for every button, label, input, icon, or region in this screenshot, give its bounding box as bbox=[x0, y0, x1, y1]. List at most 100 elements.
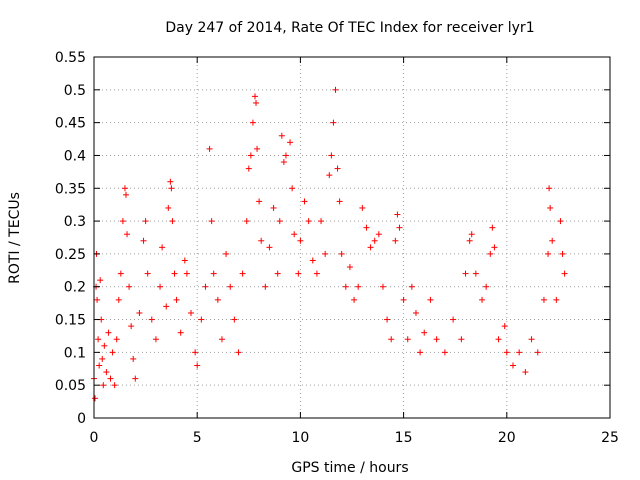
data-point bbox=[427, 296, 434, 303]
data-point bbox=[256, 198, 263, 205]
data-point bbox=[206, 145, 213, 152]
data-point bbox=[545, 250, 552, 257]
x-axis-label: GPS time / hours bbox=[291, 460, 408, 476]
points-layer bbox=[91, 86, 568, 402]
data-point bbox=[270, 204, 277, 211]
data-point bbox=[408, 283, 415, 290]
chart-title: Day 247 of 2014, Rate Of TEC Index for r… bbox=[165, 20, 534, 36]
data-point bbox=[479, 296, 486, 303]
data-point bbox=[276, 218, 283, 225]
data-point bbox=[177, 329, 184, 336]
data-point bbox=[214, 296, 221, 303]
data-point bbox=[334, 165, 341, 172]
data-point bbox=[198, 316, 205, 323]
data-point bbox=[159, 244, 166, 251]
data-point bbox=[121, 185, 128, 192]
data-point bbox=[379, 283, 386, 290]
y-tick-label: 0 bbox=[77, 411, 86, 427]
x-tick-label: 20 bbox=[498, 430, 516, 446]
data-point bbox=[289, 185, 296, 192]
data-point bbox=[113, 336, 120, 343]
y-tick-label: 0.4 bbox=[64, 148, 86, 164]
data-point bbox=[450, 316, 457, 323]
data-point bbox=[291, 231, 298, 238]
data-point bbox=[247, 152, 254, 159]
data-point bbox=[163, 303, 170, 310]
data-point bbox=[183, 270, 190, 277]
data-point bbox=[202, 283, 209, 290]
data-point bbox=[122, 191, 129, 198]
data-point bbox=[148, 316, 155, 323]
data-point bbox=[528, 336, 535, 343]
data-point bbox=[97, 277, 104, 284]
data-point bbox=[181, 257, 188, 264]
x-tick-label: 10 bbox=[291, 430, 309, 446]
data-point bbox=[243, 218, 250, 225]
data-point bbox=[503, 349, 510, 356]
data-point bbox=[103, 369, 110, 376]
data-point bbox=[489, 224, 496, 231]
data-point bbox=[245, 165, 252, 172]
data-point bbox=[100, 382, 107, 389]
data-point bbox=[169, 218, 176, 225]
data-point bbox=[253, 99, 260, 106]
data-point bbox=[359, 204, 366, 211]
data-point bbox=[495, 336, 502, 343]
data-point bbox=[194, 362, 201, 369]
data-point bbox=[394, 211, 401, 218]
data-point bbox=[392, 237, 399, 244]
data-point bbox=[295, 270, 302, 277]
data-point bbox=[367, 244, 374, 251]
data-point bbox=[128, 323, 135, 330]
data-point bbox=[400, 296, 407, 303]
data-point bbox=[305, 218, 312, 225]
data-point bbox=[227, 283, 234, 290]
data-point bbox=[95, 336, 102, 343]
data-point bbox=[115, 296, 122, 303]
data-point bbox=[404, 336, 411, 343]
data-point bbox=[468, 231, 475, 238]
data-point bbox=[266, 244, 273, 251]
data-point bbox=[346, 264, 353, 271]
data-point bbox=[509, 362, 516, 369]
data-point bbox=[417, 349, 424, 356]
x-tick-label: 15 bbox=[395, 430, 413, 446]
data-point bbox=[101, 342, 108, 349]
data-point bbox=[117, 270, 124, 277]
data-point bbox=[491, 244, 498, 251]
data-point bbox=[258, 237, 265, 244]
grid-layer bbox=[94, 57, 610, 418]
data-point bbox=[326, 172, 333, 179]
data-point bbox=[458, 336, 465, 343]
data-point bbox=[280, 159, 287, 166]
data-point bbox=[109, 349, 116, 356]
data-point bbox=[231, 316, 238, 323]
data-point bbox=[208, 218, 215, 225]
data-point bbox=[142, 218, 149, 225]
y-tick-label: 0.2 bbox=[64, 280, 86, 296]
data-point bbox=[375, 231, 382, 238]
x-tick-label: 0 bbox=[90, 430, 99, 446]
data-point bbox=[282, 152, 289, 159]
data-point bbox=[111, 382, 118, 389]
data-point bbox=[249, 119, 256, 126]
data-point bbox=[549, 237, 556, 244]
data-point bbox=[328, 152, 335, 159]
data-point bbox=[338, 250, 345, 257]
data-point bbox=[274, 270, 281, 277]
data-point bbox=[262, 283, 269, 290]
data-point bbox=[287, 139, 294, 146]
data-point bbox=[223, 250, 230, 257]
data-point bbox=[105, 329, 112, 336]
data-point bbox=[297, 237, 304, 244]
y-tick-label: 0.45 bbox=[55, 116, 86, 132]
y-tick-label: 0.35 bbox=[55, 181, 86, 197]
data-point bbox=[140, 237, 147, 244]
data-point bbox=[119, 218, 126, 225]
y-tick-label: 0.5 bbox=[64, 83, 86, 99]
data-point bbox=[363, 224, 370, 231]
data-point bbox=[388, 336, 395, 343]
y-axis-label: ROTI / TECUs bbox=[7, 192, 23, 284]
data-point bbox=[124, 231, 131, 238]
data-point bbox=[546, 185, 553, 192]
